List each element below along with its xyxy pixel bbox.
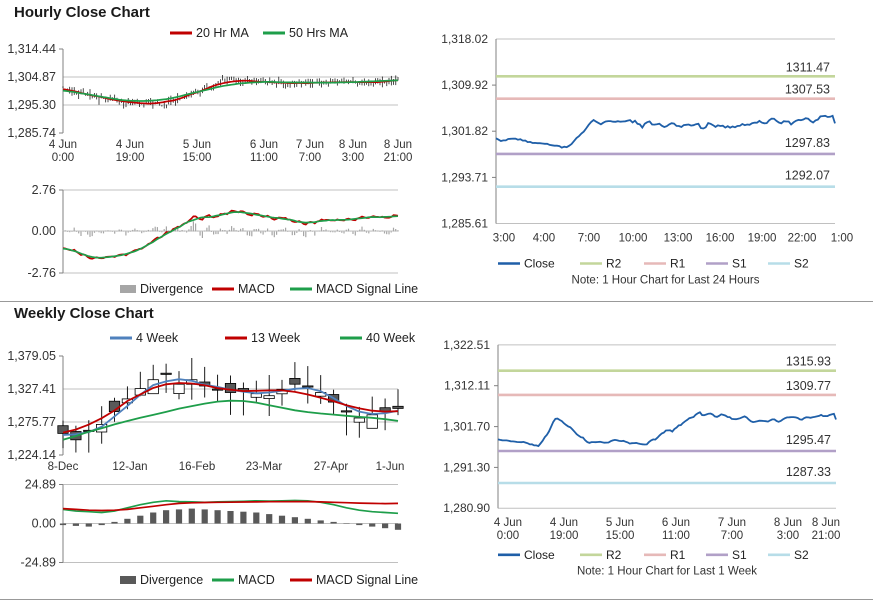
svg-text:0.00: 0.00 (32, 224, 56, 238)
svg-text:11:00: 11:00 (662, 530, 690, 542)
svg-text:4 Week: 4 Week (136, 331, 179, 345)
svg-text:1-Jun: 1-Jun (376, 461, 405, 473)
svg-text:16:00: 16:00 (706, 233, 735, 245)
svg-text:-2.76: -2.76 (28, 266, 57, 280)
svg-text:8 Jun: 8 Jun (774, 517, 802, 529)
svg-text:16-Feb: 16-Feb (179, 461, 215, 473)
svg-text:10:00: 10:00 (619, 233, 648, 245)
svg-text:15:00: 15:00 (606, 530, 635, 542)
svg-text:1295.47: 1295.47 (786, 433, 831, 447)
svg-text:Note: 1 Hour Chart for Last 24: Note: 1 Hour Chart for Last 24 Hours (572, 275, 760, 287)
svg-text:1,379.05: 1,379.05 (7, 349, 56, 363)
svg-text:MACD Signal Line: MACD Signal Line (316, 282, 418, 296)
svg-text:1,285.74: 1,285.74 (7, 126, 56, 140)
svg-text:3:00: 3:00 (493, 233, 515, 245)
svg-text:8 Jun: 8 Jun (812, 517, 840, 529)
svg-text:0:00: 0:00 (497, 530, 519, 542)
svg-text:13 Week: 13 Week (251, 331, 301, 345)
svg-text:5 Jun: 5 Jun (183, 139, 211, 151)
svg-text:0:00: 0:00 (52, 152, 74, 164)
svg-text:3:00: 3:00 (342, 152, 364, 164)
svg-text:5 Jun: 5 Jun (606, 517, 634, 529)
svg-text:8 Jun: 8 Jun (339, 139, 367, 151)
svg-text:S1: S1 (732, 548, 747, 562)
svg-text:1,322.51: 1,322.51 (443, 338, 490, 352)
svg-text:1,291.30: 1,291.30 (443, 460, 490, 474)
svg-text:1:00: 1:00 (831, 233, 853, 245)
svg-text:1311.47: 1311.47 (786, 60, 830, 74)
svg-text:13:00: 13:00 (664, 233, 693, 245)
svg-text:24.89: 24.89 (25, 478, 56, 492)
svg-text:19:00: 19:00 (748, 233, 777, 245)
svg-text:Close: Close (524, 548, 555, 562)
svg-text:4 Jun: 4 Jun (494, 517, 522, 529)
svg-text:1315.93: 1315.93 (786, 355, 831, 369)
svg-text:Divergence: Divergence (140, 282, 203, 296)
svg-text:1292.07: 1292.07 (785, 169, 830, 183)
svg-text:40 Week: 40 Week (366, 331, 416, 345)
svg-text:4 Jun: 4 Jun (49, 139, 77, 151)
svg-text:1,301.70: 1,301.70 (443, 420, 490, 434)
svg-text:1309.77: 1309.77 (786, 379, 831, 393)
svg-text:1,224.14: 1,224.14 (7, 448, 56, 462)
svg-text:Note: 1 Hour Chart for Last 1: Note: 1 Hour Chart for Last 1 Week (577, 566, 757, 578)
svg-text:1,275.77: 1,275.77 (7, 415, 56, 429)
svg-text:Close: Close (524, 257, 555, 271)
svg-text:4 Jun: 4 Jun (550, 517, 578, 529)
svg-text:7:00: 7:00 (578, 233, 600, 245)
svg-text:4:00: 4:00 (533, 233, 555, 245)
svg-text:MACD: MACD (238, 573, 275, 587)
svg-text:12-Jan: 12-Jan (112, 461, 147, 473)
svg-text:S2: S2 (794, 257, 809, 271)
svg-text:S2: S2 (794, 548, 809, 562)
svg-text:21:00: 21:00 (384, 152, 413, 164)
svg-text:22:00: 22:00 (788, 233, 817, 245)
svg-text:MACD Signal Line: MACD Signal Line (316, 573, 418, 587)
svg-text:1,295.30: 1,295.30 (7, 98, 56, 112)
svg-text:1,309.92: 1,309.92 (441, 78, 488, 92)
svg-text:1,327.41: 1,327.41 (7, 382, 56, 396)
svg-text:19:00: 19:00 (550, 530, 579, 542)
svg-text:11:00: 11:00 (250, 152, 278, 164)
svg-text:21:00: 21:00 (812, 530, 841, 542)
svg-text:7:00: 7:00 (299, 152, 321, 164)
svg-text:1,293.71: 1,293.71 (441, 170, 488, 184)
svg-text:1307.53: 1307.53 (785, 83, 830, 97)
svg-text:19:00: 19:00 (116, 152, 145, 164)
svg-text:7 Jun: 7 Jun (296, 139, 324, 151)
svg-text:8-Dec: 8-Dec (48, 461, 79, 473)
svg-text:1287.33: 1287.33 (786, 465, 831, 479)
svg-text:27-Apr: 27-Apr (314, 461, 349, 473)
svg-text:7:00: 7:00 (721, 530, 743, 542)
svg-text:1297.83: 1297.83 (785, 136, 830, 150)
svg-text:R1: R1 (670, 548, 686, 562)
svg-text:8 Jun: 8 Jun (384, 139, 412, 151)
svg-text:1,280.90: 1,280.90 (443, 501, 490, 515)
svg-text:Divergence: Divergence (140, 573, 203, 587)
svg-text:15:00: 15:00 (183, 152, 212, 164)
svg-text:R2: R2 (606, 548, 622, 562)
svg-text:1,304.87: 1,304.87 (7, 70, 56, 84)
svg-text:MACD: MACD (238, 282, 275, 296)
svg-text:S1: S1 (732, 257, 747, 271)
svg-text:3:00: 3:00 (777, 530, 799, 542)
svg-text:6 Jun: 6 Jun (250, 139, 278, 151)
svg-text:R1: R1 (670, 257, 686, 271)
svg-text:0.00: 0.00 (32, 517, 56, 531)
svg-text:1,312.11: 1,312.11 (444, 379, 490, 393)
svg-text:-24.89: -24.89 (21, 556, 56, 570)
svg-text:1,318.02: 1,318.02 (441, 32, 488, 46)
svg-text:1,285.61: 1,285.61 (441, 217, 488, 231)
svg-text:50 Hrs MA: 50 Hrs MA (289, 26, 349, 40)
svg-text:6 Jun: 6 Jun (662, 517, 690, 529)
svg-text:20 Hr MA: 20 Hr MA (196, 26, 249, 40)
svg-text:1,314.44: 1,314.44 (7, 42, 56, 56)
svg-text:23-Mar: 23-Mar (246, 461, 283, 473)
svg-text:2.76: 2.76 (32, 183, 56, 197)
svg-text:1,301.82: 1,301.82 (441, 124, 488, 138)
svg-text:4 Jun: 4 Jun (116, 139, 144, 151)
svg-text:7 Jun: 7 Jun (718, 517, 746, 529)
svg-text:R2: R2 (606, 257, 622, 271)
